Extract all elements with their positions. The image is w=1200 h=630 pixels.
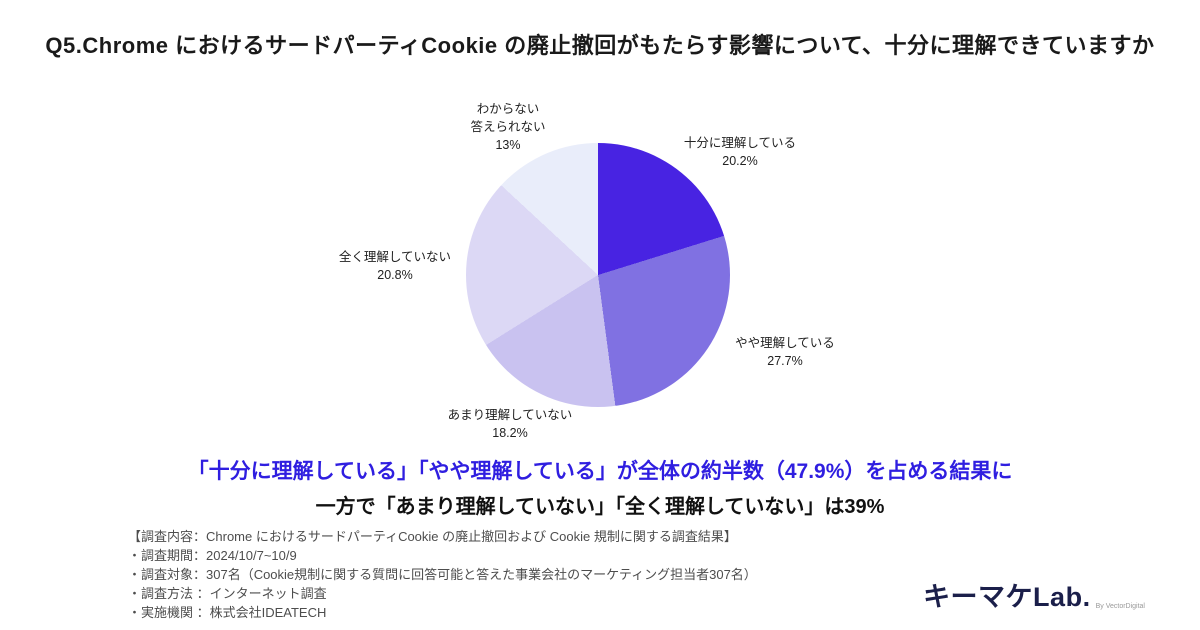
brand-logo: キーマケLab. By VectorDigital [923,575,1145,614]
survey-info-target: ・調査対象：307名（Cookie規制に関する質問に回答可能と答えた事業会社のマ… [128,567,757,582]
slice-label-understand-somewhat: やや理解している 27.7% [735,336,835,369]
pie-chart [466,143,730,407]
survey-info-header: 【調査内容：Chrome におけるサードパーティCookie の廃止撤回および … [128,529,737,544]
slice-label-understand-little: あまり理解していない 18.2% [447,408,573,441]
survey-info-block: 【調査内容：Chrome におけるサードパーティCookie の廃止撤回および … [128,527,757,622]
brand-logo-text: キーマケLab. [923,582,1091,612]
summary-secondary: 一方で「あまり理解していない」「全く理解していない」は39% [315,496,885,518]
survey-info-period: ・調査期間：2024/10/7~10/9 [128,548,297,563]
slice-label-dont-know: わからない 答えられない 13% [470,102,546,153]
brand-logo-byline: By VectorDigital [1095,603,1145,610]
survey-info-method: ・調査方法 ：インターネット調査 [128,586,327,601]
summary-highlight: 「十分に理解している」「やや理解している」が全体の約半数（47.9%）を占める結… [187,460,1013,483]
slice-label-understand-none: 全く理解していない 20.8% [338,250,452,283]
slice-label-understand-fully: 十分に理解している 20.2% [683,136,797,169]
page-title: Q5.Chrome におけるサードパーティCookie の廃止撤回がもたらす影響… [45,33,1155,58]
survey-info-organizer: ・実施機関 ：株式会社IDEATECH [128,605,327,620]
